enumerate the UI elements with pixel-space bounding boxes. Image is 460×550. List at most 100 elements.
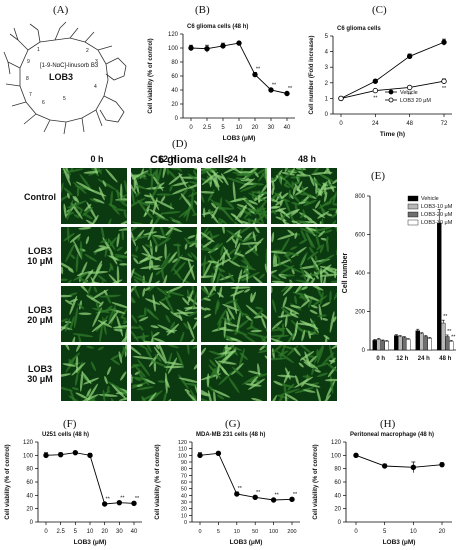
- cell: [111, 302, 127, 309]
- cell: [322, 317, 328, 321]
- significance-marker: **: [120, 495, 125, 501]
- y-axis-label: Cell number: [342, 252, 349, 293]
- micrograph-tile: [270, 167, 338, 225]
- cell: [209, 198, 227, 213]
- x-tick-label: 48: [406, 121, 413, 127]
- micrograph-column-header: 48 h: [297, 154, 316, 164]
- cell: [80, 261, 88, 276]
- cell: [231, 362, 244, 376]
- cell: [153, 234, 167, 239]
- cell: [330, 280, 337, 283]
- cell: [289, 168, 295, 175]
- cell: [223, 246, 231, 259]
- cell: [95, 260, 103, 273]
- y-tick-label: 30: [181, 500, 187, 506]
- cell: [157, 237, 172, 247]
- cell: [156, 287, 168, 296]
- cell: [280, 192, 289, 199]
- cell: [166, 168, 170, 176]
- cell: [160, 211, 181, 215]
- cell: [212, 286, 217, 292]
- cell: [335, 205, 337, 214]
- cell: [283, 370, 290, 384]
- y-tick-label: 40: [171, 88, 178, 94]
- cell: [272, 209, 277, 215]
- cell: [283, 180, 289, 186]
- cell: [239, 184, 257, 192]
- cell: [72, 272, 89, 281]
- cell: [238, 264, 256, 271]
- cell: [276, 350, 295, 364]
- y-tick-label: 60: [171, 74, 178, 80]
- x-tick-label: 24 h: [418, 356, 430, 362]
- cell: [143, 194, 152, 198]
- cell: [95, 301, 100, 310]
- cell: [271, 177, 277, 182]
- significance-marker: **: [272, 83, 277, 89]
- micrograph-tile: [60, 344, 128, 402]
- cell: [271, 192, 281, 201]
- cell: [123, 210, 127, 219]
- cell: [216, 272, 221, 283]
- cell: [170, 254, 183, 272]
- cell: [164, 243, 167, 260]
- cell: [160, 195, 166, 203]
- cell: [104, 390, 111, 395]
- cell: [241, 312, 250, 317]
- data-point: [234, 491, 240, 497]
- cell: [86, 295, 102, 305]
- cell: [85, 219, 97, 224]
- cell: [79, 394, 99, 401]
- cell: [309, 174, 315, 187]
- cell: [131, 374, 133, 384]
- cell: [234, 329, 240, 335]
- cell: [304, 383, 321, 388]
- cell: [72, 195, 77, 202]
- panel-letter-c: (C): [372, 4, 387, 16]
- chart-h-macrophage-viability: Peritoneal macrophage (48 h)020406080100…: [313, 432, 452, 546]
- cell: [144, 307, 147, 316]
- cell: [131, 286, 140, 299]
- cell: [239, 178, 255, 190]
- data-point: [252, 494, 258, 501]
- cell: [68, 395, 81, 401]
- cell: [213, 259, 219, 281]
- cell: [311, 178, 322, 187]
- cell: [232, 366, 244, 377]
- cell: [277, 209, 286, 214]
- micrograph-tile: [270, 285, 338, 343]
- significance-marker: **: [256, 67, 261, 73]
- y-tick-label: 120: [168, 32, 179, 38]
- cell: [100, 239, 108, 244]
- cell: [107, 385, 110, 393]
- cell: [235, 177, 245, 181]
- cell: [319, 203, 325, 217]
- cell: [291, 181, 295, 188]
- cell: [309, 318, 319, 334]
- cell: [165, 361, 183, 366]
- cell: [137, 199, 149, 215]
- cell: [329, 194, 337, 201]
- data-point: [131, 500, 137, 507]
- cell: [251, 191, 255, 200]
- cell: [296, 188, 302, 193]
- cell: [157, 380, 166, 383]
- cell: [271, 224, 280, 225]
- atom-number: 2: [86, 48, 89, 54]
- cell: [98, 301, 104, 308]
- cell: [176, 350, 185, 369]
- bar: [445, 336, 450, 351]
- cell: [221, 227, 225, 234]
- x-tick-label: 0: [189, 125, 193, 131]
- cell: [78, 334, 83, 342]
- y-axis-label: Cell viability (% of control): [148, 38, 154, 113]
- data-point: [204, 46, 210, 52]
- cell: [207, 260, 219, 264]
- bar: [394, 335, 399, 351]
- cell: [131, 170, 149, 180]
- y-axis-label: Cell viability (% of control): [155, 444, 161, 519]
- cell: [311, 286, 324, 291]
- cell: [230, 286, 251, 289]
- x-tick-label: 30: [116, 529, 123, 535]
